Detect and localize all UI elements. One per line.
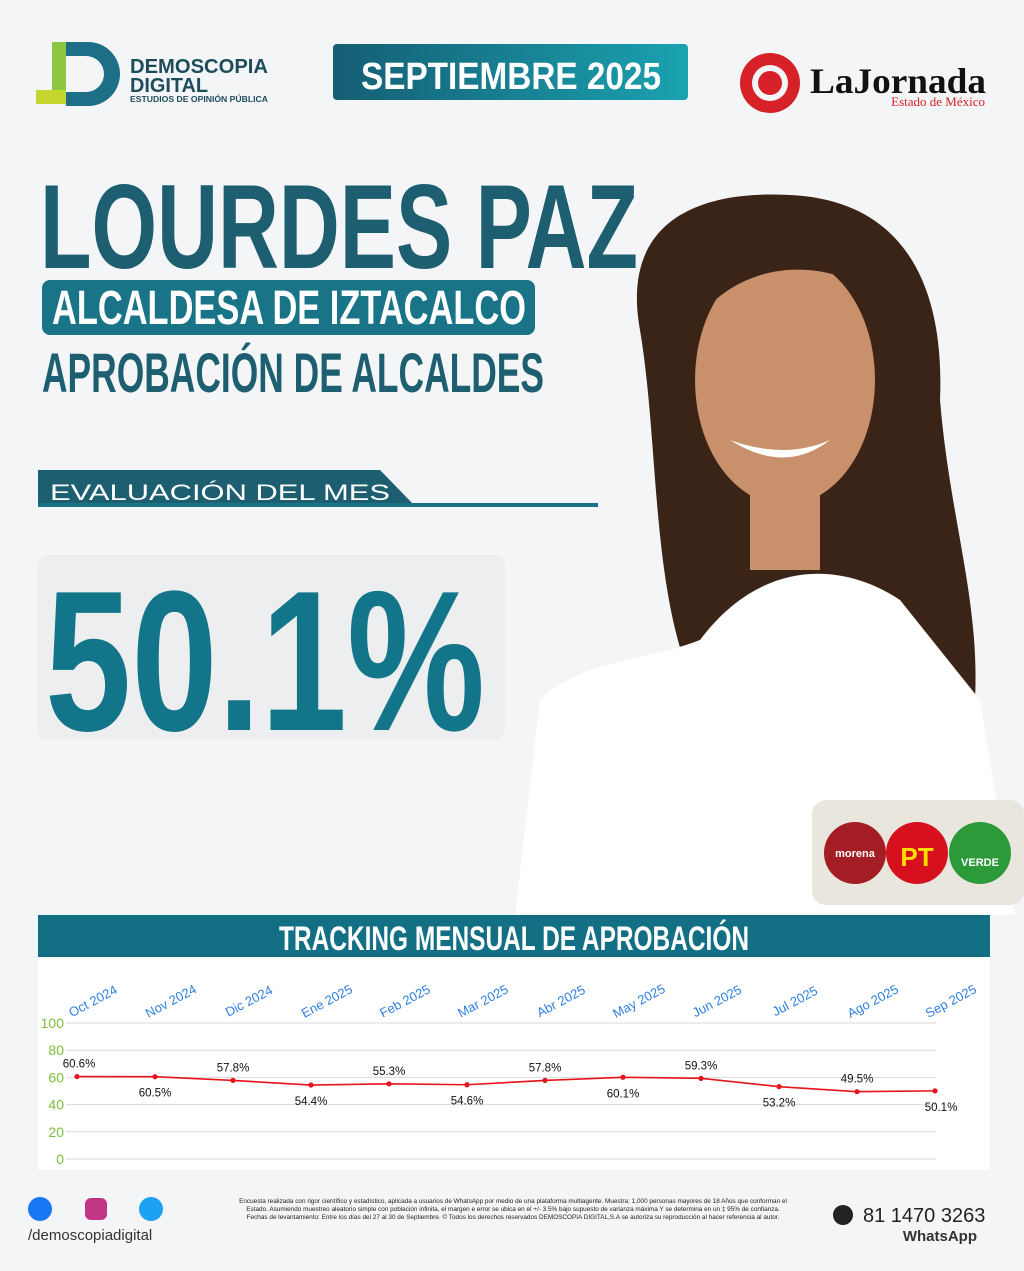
role: ALCALDESA DE IZTACALCO	[52, 282, 526, 335]
data-label: 54.4%	[295, 1096, 328, 1108]
data-label: 53.2%	[763, 1098, 796, 1110]
y-tick-label: 80	[48, 1042, 64, 1058]
line	[76, 1075, 936, 1093]
partner-region: Estado de México	[891, 94, 985, 109]
data-label: 57.8%	[529, 1062, 562, 1074]
section-title: EVALUACIÓN DEL MES	[50, 480, 390, 505]
data-label: 59.3%	[685, 1060, 718, 1072]
role-banner	[42, 280, 535, 335]
brand-name: DIGITAL	[130, 75, 208, 97]
party-logo	[824, 822, 886, 884]
portrait	[515, 194, 1015, 915]
phone: 81 1470 3263	[863, 1205, 985, 1227]
party-logo	[949, 822, 1011, 884]
point	[464, 1082, 470, 1088]
y-tick-label: 40	[48, 1097, 64, 1113]
point	[230, 1077, 236, 1083]
instagram-icon	[85, 1198, 107, 1220]
facebook-icon	[28, 1197, 52, 1221]
data-label: 55.3%	[373, 1066, 406, 1078]
point	[698, 1075, 704, 1081]
point	[74, 1073, 80, 1080]
result: 50.1%	[45, 550, 485, 773]
y-tick-label: 60	[48, 1069, 64, 1085]
data-label: 60.1%	[607, 1088, 640, 1100]
whatsapp-icon	[833, 1205, 853, 1225]
section-banner	[38, 470, 412, 503]
brand-tagline: ESTUDIOS DE OPINIÓN PÚBLICA	[130, 95, 268, 104]
data-label: 50.1%	[925, 1102, 958, 1114]
data-label: 60.6%	[63, 1059, 96, 1071]
partner-logo	[740, 53, 800, 113]
partner-name: LaJornada	[810, 61, 986, 101]
party-name: PT	[900, 842, 933, 872]
candidate-name: LOURDES PAZ	[40, 160, 638, 294]
point	[386, 1081, 392, 1087]
brand-name: DEMOSCOPIA	[130, 56, 268, 78]
disclaimer: Encuesta realizada con rigor científico …	[239, 1198, 787, 1222]
result-box	[38, 555, 505, 740]
point	[776, 1084, 782, 1090]
point	[932, 1088, 938, 1094]
party-name: VERDE	[961, 857, 999, 869]
brand-logo	[36, 42, 120, 106]
party-logo	[886, 822, 948, 884]
chart-panel	[38, 957, 990, 1170]
date-banner	[333, 44, 688, 100]
point	[620, 1074, 626, 1080]
disclaimer-box: Encuesta realizada con rigor científico …	[239, 1198, 787, 1222]
point	[308, 1082, 314, 1088]
point	[854, 1089, 860, 1095]
data-label: 60.5%	[139, 1088, 172, 1100]
data-label: 54.6%	[451, 1096, 484, 1108]
point	[152, 1074, 158, 1080]
party-name: morena	[835, 848, 876, 860]
section-rule	[38, 503, 598, 507]
y-tick-label: 20	[48, 1124, 64, 1140]
topic: APROBACIÓN DE ALCALDES	[42, 341, 544, 404]
social-handle: /demoscopiadigital	[28, 1227, 152, 1244]
data-label: 57.8%	[217, 1062, 250, 1074]
twitter-icon	[139, 1197, 163, 1221]
date: SEPTIEMBRE 2025	[361, 56, 661, 98]
y-tick-label: 100	[41, 1015, 65, 1031]
phone-label: WhatsApp	[903, 1228, 977, 1245]
chart-title: TRACKING MENSUAL DE APROBACIÓN	[279, 920, 749, 958]
data-label: 49.5%	[841, 1074, 874, 1086]
y-tick-label: 0	[56, 1151, 64, 1167]
point	[542, 1077, 548, 1083]
chart-header	[38, 915, 990, 957]
